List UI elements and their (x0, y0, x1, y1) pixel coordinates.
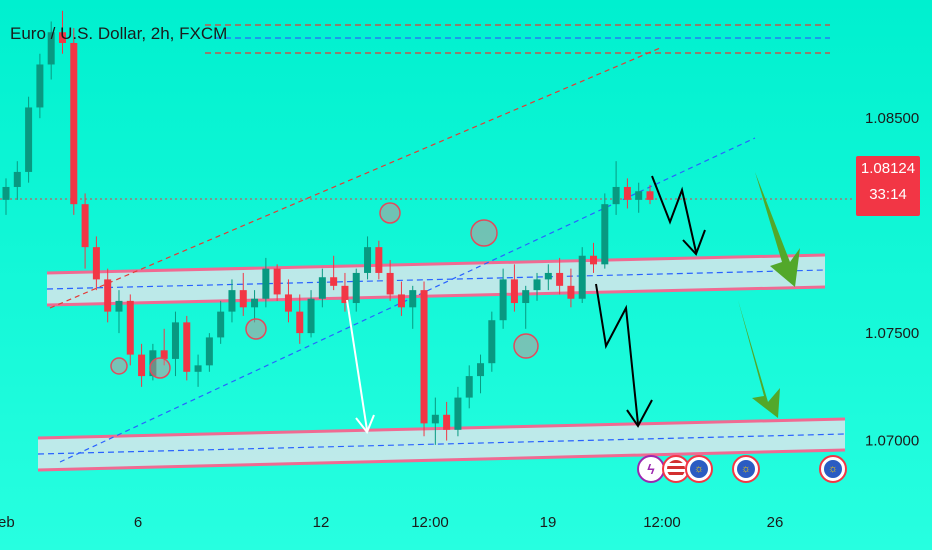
black-arrow-1 (651, 175, 697, 253)
candle-body (341, 285, 349, 304)
mid-zone-bottom (46, 285, 826, 307)
channel-upper-line (49, 47, 661, 309)
candle-body (262, 268, 270, 299)
candle-body (352, 272, 360, 304)
candle-body (375, 247, 383, 273)
candle-body (397, 294, 405, 308)
green-arrow-1 (755, 172, 800, 287)
candle-body (386, 272, 394, 295)
candle-body (36, 64, 44, 108)
candle-body (522, 290, 530, 304)
black-arrow-2 (595, 283, 639, 425)
white-arrowhead (355, 414, 375, 434)
low-zone-top (37, 417, 846, 440)
x-tick-label: 19 (540, 514, 557, 531)
candle-body (364, 247, 372, 273)
candle-body (318, 277, 326, 299)
candle-body (454, 397, 462, 430)
black-arrowhead-2 (626, 399, 653, 428)
y-tick-label: 1.08500 (865, 110, 919, 127)
candle-body (171, 322, 179, 359)
eu-flag-icon[interactable]: ☼ (685, 455, 713, 483)
green-arrow-2 (738, 300, 780, 418)
candle-body (646, 191, 654, 200)
candle-body (104, 279, 112, 312)
candle-body (47, 32, 55, 65)
candle-body (488, 320, 496, 364)
low-zone-midline (37, 433, 846, 455)
candle-body (239, 290, 247, 308)
x-tick-label: 12:00 (411, 514, 449, 531)
x-tick-label: 12 (313, 514, 330, 531)
x-tick-label: 6 (134, 514, 142, 531)
candle-body (273, 268, 281, 295)
eu-flag-icon[interactable]: ☼ (732, 455, 760, 483)
y-tick-label: 1.07000 (865, 433, 919, 450)
candle-body (115, 300, 123, 312)
candle-body (409, 290, 417, 308)
candle-body (138, 354, 146, 377)
pivot-circle (110, 357, 128, 375)
last-price-tag: 1.08124 33:14 (856, 156, 920, 216)
candle-body (228, 290, 236, 312)
candle-body (431, 414, 439, 424)
pivot-circle (379, 202, 401, 224)
candle-body (420, 290, 428, 424)
pivot-circle (470, 219, 498, 247)
y-tick-label: 1.07500 (865, 325, 919, 342)
candle-body (13, 171, 21, 187)
last-price-label: 1.08124 (860, 160, 916, 177)
candle-body (601, 204, 609, 265)
black-arrowhead-1 (682, 229, 706, 256)
candle-body (623, 186, 631, 200)
candle-body (307, 298, 315, 334)
candle-body (578, 255, 586, 299)
candle-body (477, 363, 485, 377)
candle-body (2, 186, 10, 200)
candle-body (183, 322, 191, 372)
lightning-icon[interactable]: ϟ (637, 455, 665, 483)
candle-body (533, 279, 541, 291)
candle-body (330, 277, 338, 286)
candle-body (70, 42, 78, 205)
candle-body (194, 365, 202, 372)
candle-body (92, 247, 100, 280)
candle-body (556, 272, 564, 286)
candle-body (510, 279, 518, 304)
candle-body (205, 337, 213, 366)
pivot-circle (245, 318, 267, 340)
x-tick-label: eb (0, 514, 15, 531)
candle-body (284, 294, 292, 312)
x-tick-label: 26 (767, 514, 784, 531)
candle-body (81, 204, 89, 248)
candle-body (612, 186, 620, 205)
candle-body (25, 107, 33, 172)
pivot-circle (513, 333, 539, 359)
candle-body (58, 32, 66, 43)
candle-body (499, 279, 507, 321)
pivot-circle (149, 357, 171, 379)
candle-body (544, 272, 552, 280)
candle-body (296, 311, 304, 334)
low-zone-bottom (37, 448, 846, 472)
candle-body (590, 255, 598, 265)
candle-body (217, 311, 225, 338)
candle-body (443, 414, 451, 430)
countdown-label: 33:14 (869, 186, 907, 203)
chart-title: Euro / U.S. Dollar, 2h, FXCM (10, 24, 228, 43)
candle-body (465, 376, 473, 398)
x-tick-label: 12:00 (643, 514, 681, 531)
white-arrow (346, 299, 368, 431)
candle-body (251, 298, 259, 308)
candle-body (126, 300, 134, 355)
candle-body (567, 285, 575, 299)
candle-body (149, 350, 157, 377)
mid-zone-top (46, 253, 826, 275)
eu-flag-icon[interactable]: ☼ (819, 455, 847, 483)
candle-body (160, 350, 168, 359)
candle-body (635, 191, 643, 200)
